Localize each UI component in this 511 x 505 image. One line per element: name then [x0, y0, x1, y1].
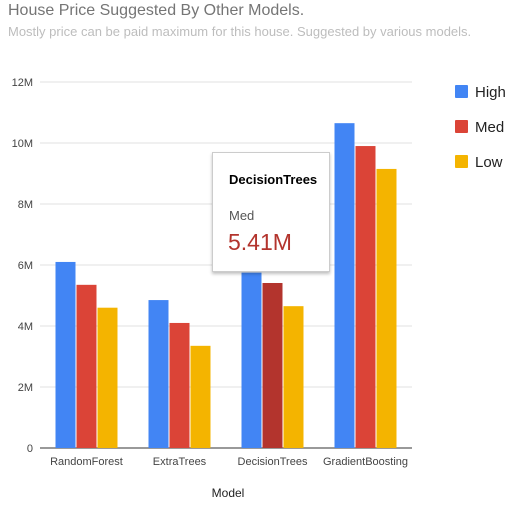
tooltip-value: 5.41M: [228, 229, 292, 255]
tooltip-series: Med: [229, 208, 255, 223]
bar-med-decisiontrees[interactable]: [262, 282, 283, 448]
x-tick-label: GradientBoosting: [323, 456, 408, 468]
bar-low-decisiontrees[interactable]: [283, 306, 304, 448]
y-axis-ticks: 0 2M 4M 6M 8M 10M 12M: [12, 77, 33, 455]
bar-low-gradientboosting[interactable]: [376, 168, 397, 449]
bar-low-randomforest[interactable]: [97, 307, 118, 448]
legend-item-med[interactable]: Med: [455, 119, 504, 136]
bar-high-extratrees[interactable]: [148, 300, 169, 448]
bars: [55, 123, 397, 449]
bar-med-randomforest[interactable]: [76, 284, 97, 448]
legend-item-low[interactable]: Low: [455, 154, 503, 171]
x-axis-title: Model: [212, 486, 245, 500]
bar-high-decisiontrees[interactable]: [241, 272, 262, 448]
legend-swatch: [455, 85, 468, 98]
legend-label: High: [475, 84, 506, 101]
bar-med-gradientboosting[interactable]: [355, 146, 376, 449]
tooltip-category: DecisionTrees: [229, 172, 318, 187]
legend-swatch: [455, 155, 468, 168]
x-tick-label: ExtraTrees: [153, 456, 207, 468]
legend-label: Low: [475, 154, 503, 171]
x-tick-label: DecisionTrees: [238, 456, 308, 468]
chart-title: House Price Suggested By Other Models.: [8, 2, 305, 19]
y-tick-label: 6M: [18, 260, 33, 272]
bar-high-randomforest[interactable]: [55, 261, 76, 448]
legend-item-high[interactable]: High: [455, 84, 506, 101]
chart-subtitle: Mostly price can be paid maximum for thi…: [8, 24, 472, 39]
bar-high-gradientboosting[interactable]: [334, 123, 355, 449]
legend-swatch: [455, 120, 468, 133]
y-tick-label: 10M: [12, 138, 33, 150]
y-tick-label: 12M: [12, 77, 33, 89]
bar-low-extratrees[interactable]: [190, 345, 211, 448]
y-tick-label: 8M: [18, 199, 33, 211]
tooltip: DecisionTrees Med 5.41M: [212, 152, 330, 272]
y-tick-label: 2M: [18, 382, 33, 394]
y-tick-label: 4M: [18, 321, 33, 333]
x-axis-ticks: RandomForest ExtraTrees DecisionTrees Gradi…: [50, 456, 408, 468]
legend-label: Med: [475, 119, 504, 136]
x-tick-label: RandomForest: [50, 456, 123, 468]
y-tick-label: 0: [27, 443, 33, 455]
bar-med-extratrees[interactable]: [169, 322, 190, 448]
legend: High Med Low: [455, 84, 506, 171]
